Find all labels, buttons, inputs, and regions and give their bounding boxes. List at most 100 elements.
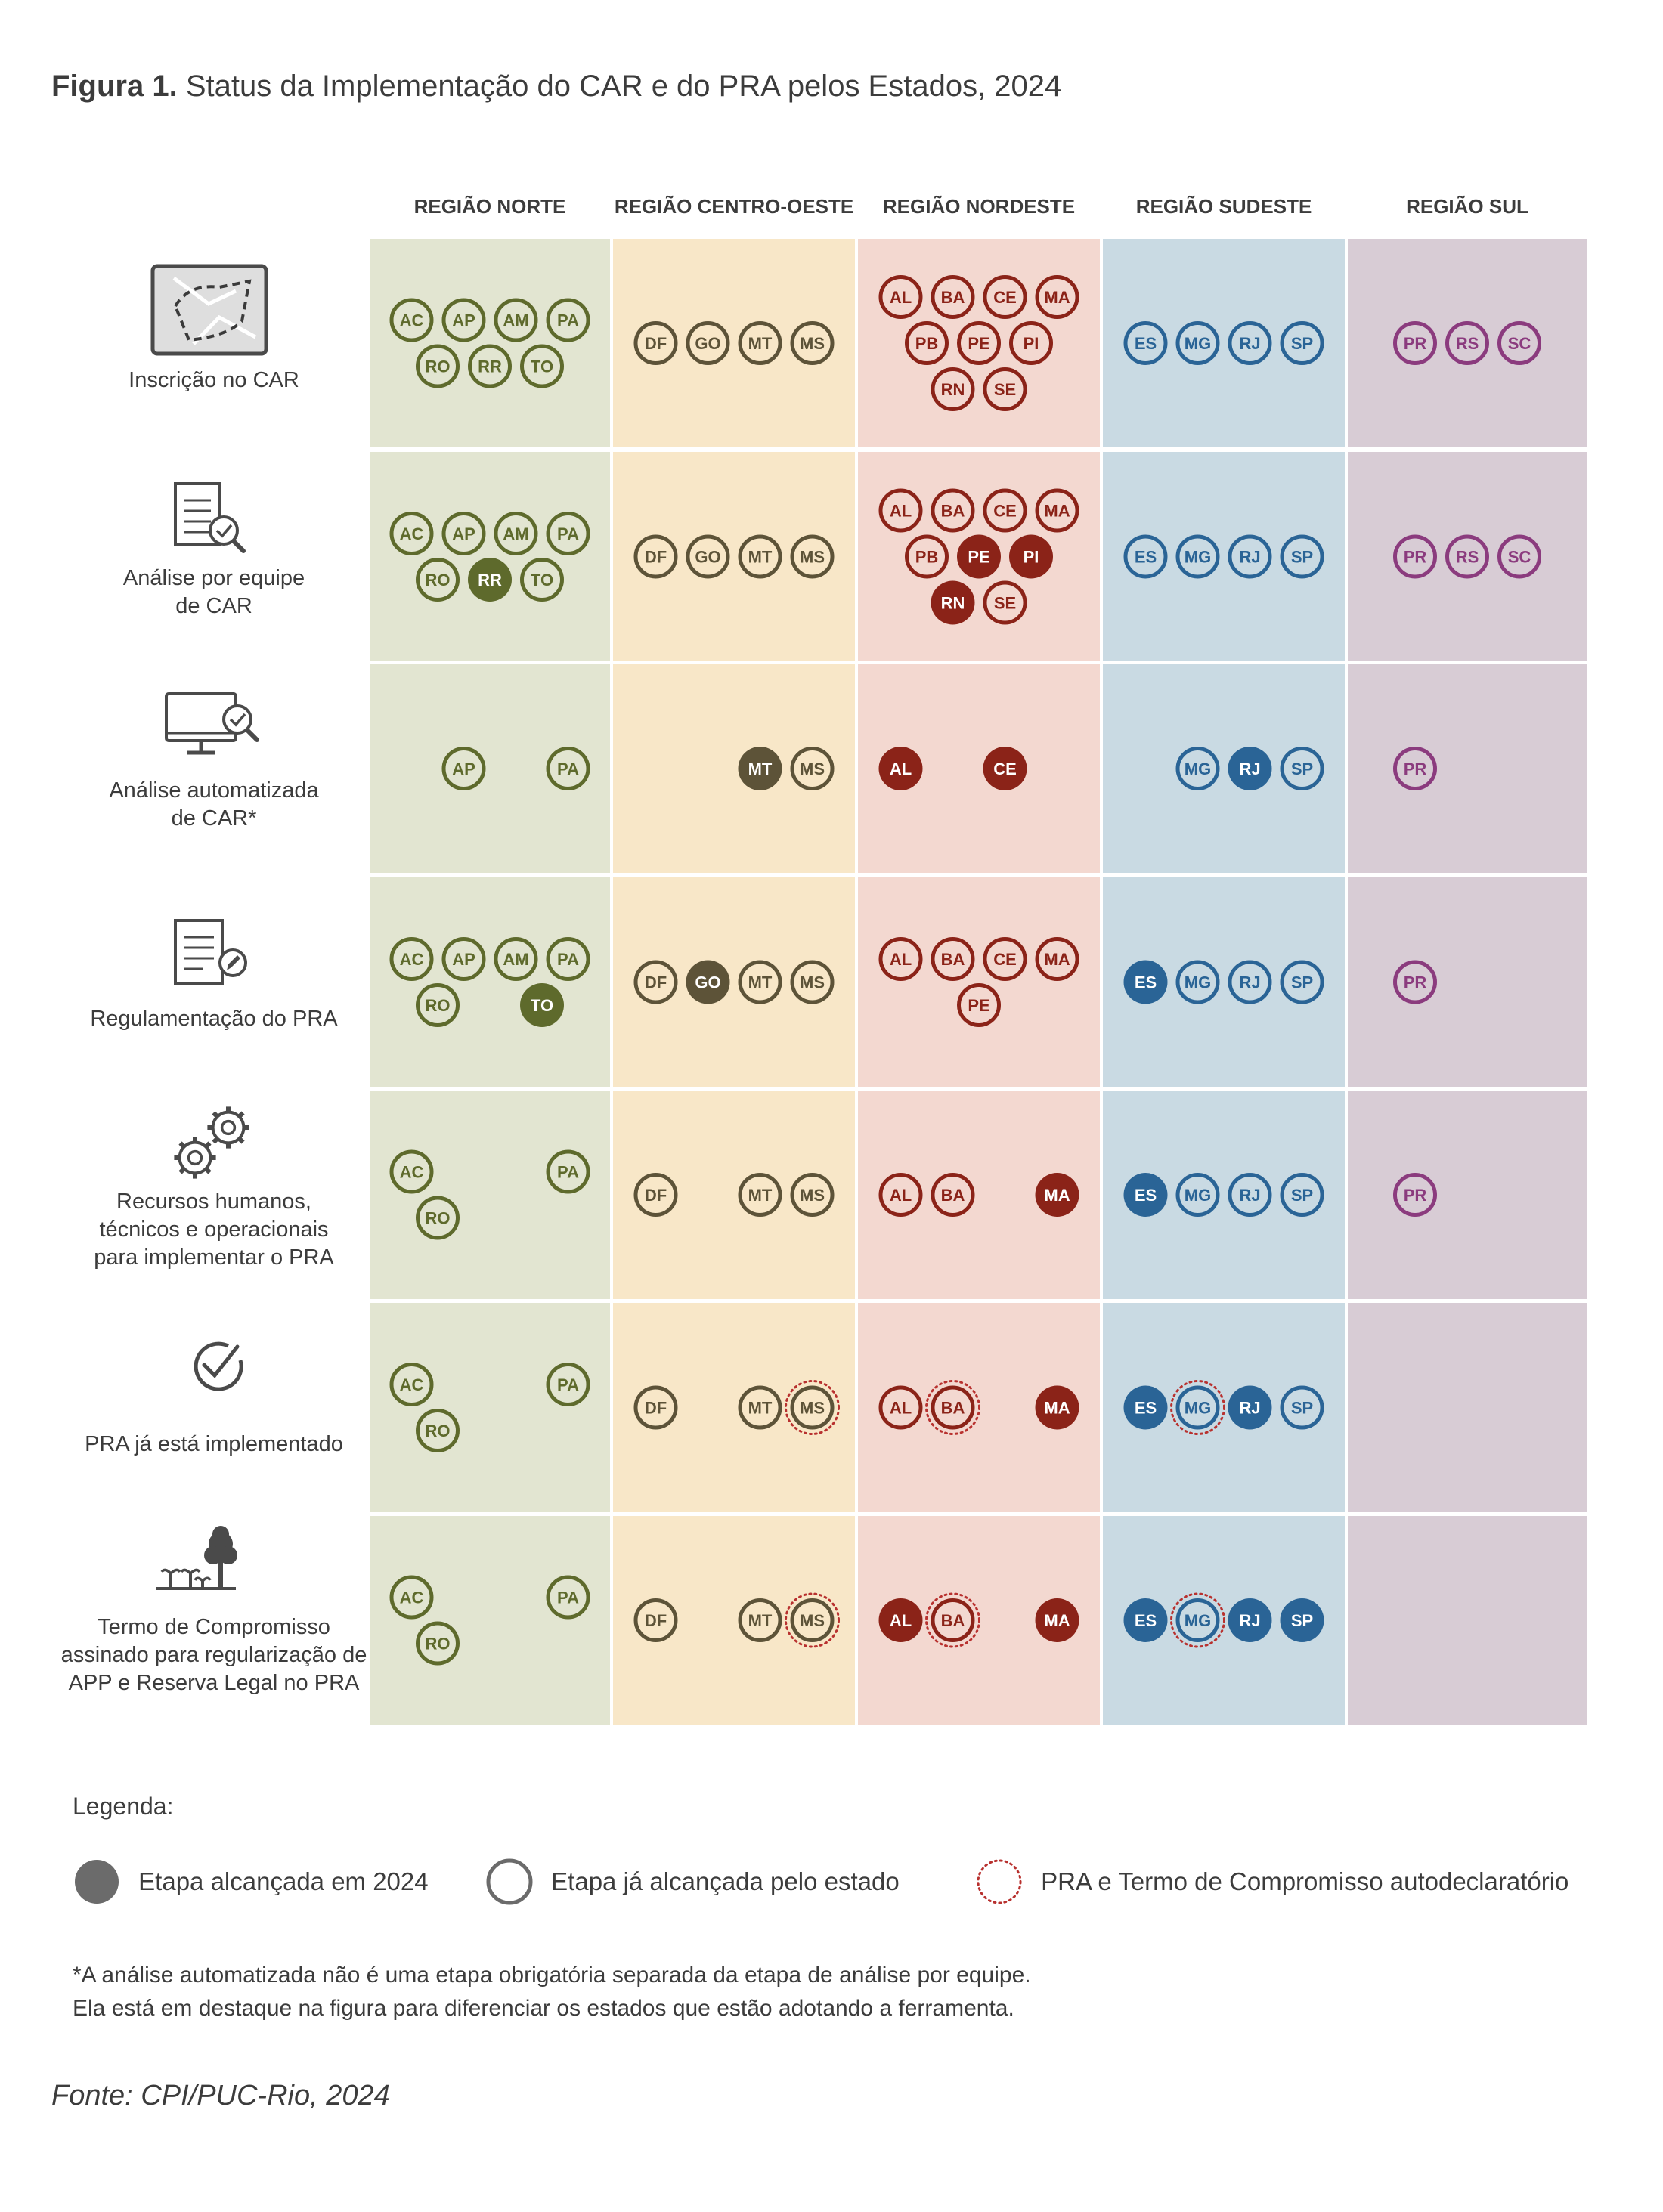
state-badge-MA: MA [1035,1598,1079,1642]
cell-nordeste-3 [858,877,1100,1087]
state-code: RO [426,1209,451,1228]
figure-number: Figura 1. [51,70,178,103]
state-code: MS [800,548,825,567]
stage-label-line: técnicos e operacionais [99,1217,328,1242]
state-code: DF [645,1186,667,1205]
badge-circle [1280,321,1324,365]
state-badge-SE: SE [983,580,1027,625]
badge-circle [416,1196,460,1240]
state-code: MG [1185,760,1211,778]
state-badge-AL: AL [878,1385,923,1430]
badge-circle [983,747,1027,790]
state-code: MS [800,973,825,992]
badge-circle [1123,321,1168,365]
region-headers: REGIÃO NORTE REGIÃO CENTRO-OESTE REGIÃO NO… [414,195,1528,218]
state-code: ES [1135,548,1157,567]
badge-circle [983,275,1027,319]
legend-outline-label: Etapa já alcançada pelo estado [551,1867,900,1895]
state-code: SE [994,594,1016,613]
region-header-centro_oeste: REGIÃO CENTRO-OESTE [615,195,853,218]
badge-circle [520,558,564,602]
state-badge-PE: PE [957,983,1001,1027]
state-code: RO [426,1635,451,1654]
badge-circle [738,960,782,1004]
state-code: MG [1185,1186,1211,1205]
state-code: AC [400,524,424,543]
badge-circle [931,488,975,533]
badge-circle [389,1575,434,1620]
state-badge-RO: RO [416,558,460,602]
state-badge-AP: AP [441,512,486,555]
state-badge-RJ: RJ [1228,1598,1272,1642]
state-badge-MA: MA [1035,275,1079,319]
state-badge-MS: MS [785,1380,840,1435]
badge-circle [1123,1598,1168,1642]
stage-label-line: APP e Reserva Legal no PRA [69,1671,360,1695]
badge-circle [957,321,1001,365]
badge-circle [389,512,434,555]
state-badge-MS: MS [790,1173,835,1217]
badge-circle [389,298,434,342]
state-badge-AP: AP [441,937,486,981]
badge-circle [416,983,460,1027]
badge-circle [686,321,730,365]
state-badge-AL: AL [878,937,923,981]
footnote: *A análise automatizada não é uma etapa … [73,1959,1031,2025]
badge-circle [1175,1173,1220,1217]
state-badge-ES: ES [1123,1173,1168,1217]
badge-circle [790,1385,835,1430]
state-badge-BA: BA [931,275,975,319]
state-code: MA [1044,1399,1070,1418]
state-code: AP [452,311,475,330]
stage-label-line: Análise por equipe [123,566,305,590]
state-badge-ES: ES [1123,534,1168,579]
badge-circle [878,1598,923,1642]
state-code: MG [1185,1611,1211,1630]
cell-sul-2 [1348,664,1587,873]
state-badge-PE: PE [957,534,1001,579]
badge-circle [389,937,434,981]
state-badge-SP: SP [1280,960,1324,1004]
cell-centro_oeste-4 [613,1091,855,1299]
badge-circle [441,298,486,342]
state-badge-RO: RO [416,344,460,388]
badge-circle [931,1385,975,1430]
cell-centro_oeste-1 [613,452,855,661]
state-badge-PR: PR [1393,747,1437,790]
figure-caption: Status da Implementação do CAR e do PRA … [177,70,1062,103]
badge-circle [790,321,835,365]
state-badge-MT: MT [738,1173,782,1217]
badge-circle [494,937,538,981]
state-badge-DF: DF [633,1598,678,1642]
legend-dotted-label: PRA e Termo de Compromisso autodeclarató… [1041,1867,1569,1895]
state-code: TO [531,357,553,376]
state-badge-MT: MT [738,960,782,1004]
state-code: AP [452,760,475,778]
state-code: SC [1508,548,1531,567]
badge-circle [1228,960,1272,1004]
state-code: MA [1044,288,1070,307]
state-code: PE [968,996,989,1015]
status-grid: REGIÃO NORTE REGIÃO CENTRO-OESTE REGIÃO NO… [61,195,1587,1725]
badge-circle [1009,534,1053,579]
state-code: MT [748,1399,773,1418]
badge-circle [494,512,538,555]
source-note: Fonte: CPI/PUC-Rio, 2024 [51,2080,390,2112]
autodeclaratorio-ring [1170,1592,1225,1648]
badge-circle [1280,1385,1324,1430]
autodeclaratorio-ring [925,1380,980,1435]
state-code: BA [941,502,965,521]
document-edit-icon [174,919,247,985]
state-code: RJ [1239,1186,1260,1205]
state-badge-PA: PA [546,1575,590,1620]
state-badge-SP: SP [1280,321,1324,365]
badge-circle [878,747,923,790]
state-badge-SC: SC [1497,321,1541,365]
badge-circle [633,1598,678,1642]
badge-circle [686,960,730,1004]
state-code: PR [1404,973,1427,992]
badge-circle [1035,488,1079,533]
badge-circle [931,580,975,625]
state-badge-GO: GO [686,534,730,579]
state-code: PI [1024,548,1039,567]
